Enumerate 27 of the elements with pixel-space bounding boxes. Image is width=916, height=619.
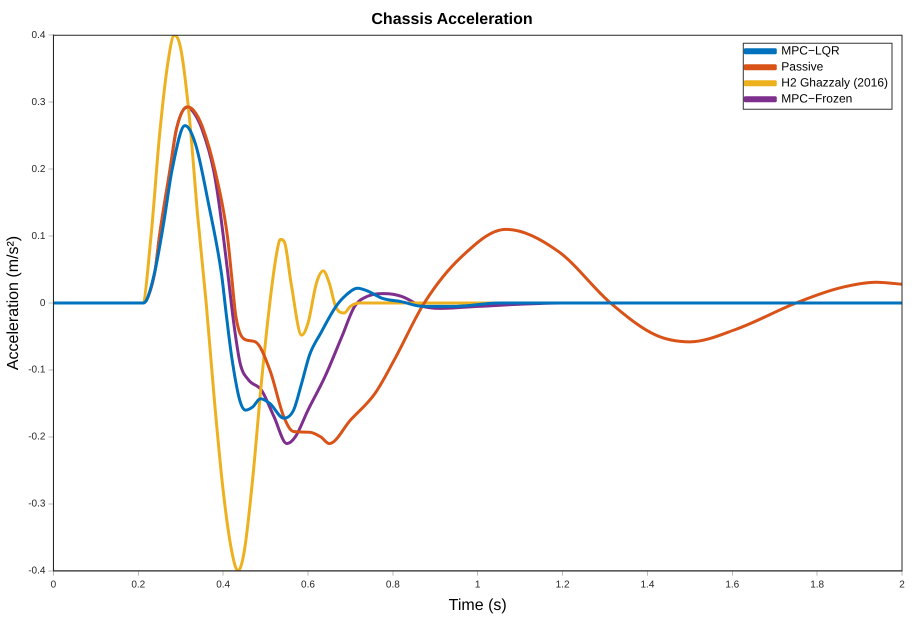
x-tick-label: 0.4 <box>216 580 231 591</box>
legend-label: MPC−LQR <box>781 44 840 58</box>
y-tick-label: 0 <box>40 298 46 309</box>
x-tick-label: 1.6 <box>725 580 740 591</box>
y-tick-label: -0.1 <box>28 364 46 376</box>
legend-label: MPC−Frozen <box>781 92 852 106</box>
y-tick-label: 0.2 <box>32 164 46 175</box>
y-tick-label: -0.3 <box>28 498 46 510</box>
x-axis-title: Time (s) <box>448 596 507 614</box>
x-tick-label: 0 <box>50 580 57 591</box>
x-tick-label: 0.2 <box>131 580 146 591</box>
x-tick-label: 2 <box>899 580 906 591</box>
legend-label: Passive <box>781 60 824 74</box>
y-tick-label: 0.3 <box>32 96 46 108</box>
x-tick-label: 1 <box>474 580 481 591</box>
x-tick-label: 1.2 <box>556 580 570 591</box>
legend-label: H2 Ghazzaly (2016) <box>781 76 888 90</box>
y-tick-label: -0.2 <box>28 432 46 443</box>
chart-title: Chassis Acceleration <box>371 11 533 28</box>
x-tick-label: 1.8 <box>810 580 825 591</box>
y-tick-label: 0.4 <box>32 30 46 41</box>
y-tick-label: -0.4 <box>28 566 46 577</box>
x-tick-label: 1.4 <box>640 580 655 591</box>
y-tick-label: 0.1 <box>32 230 46 242</box>
y-axis-title: Acceleration (m/s²) <box>5 236 22 370</box>
x-tick-label: 0.8 <box>386 580 400 591</box>
x-tick-label: 0.6 <box>301 580 316 591</box>
